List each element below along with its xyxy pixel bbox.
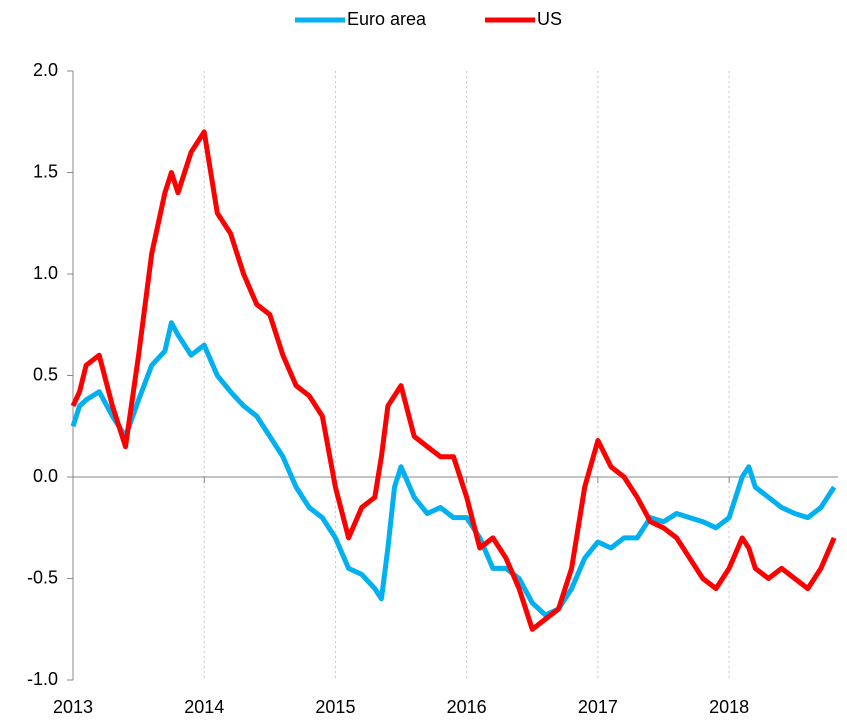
series-line	[70, 129, 837, 632]
y-tick-label: 0.0	[33, 466, 58, 486]
x-tick-label: 2018	[709, 697, 749, 717]
y-tick-label: 1.5	[33, 161, 58, 181]
legend-label: Euro area	[347, 9, 427, 29]
legend-label: US	[537, 9, 562, 29]
x-tick-label: 2013	[53, 697, 93, 717]
y-tick-label: 0.5	[33, 364, 58, 384]
y-tick-label: 1.0	[33, 263, 58, 283]
x-tick-label: 2014	[184, 697, 224, 717]
x-tick-label: 2015	[315, 697, 355, 717]
y-tick-label: -0.5	[27, 567, 58, 587]
series-line	[70, 320, 837, 618]
x-tick-label: 2016	[447, 697, 487, 717]
y-tick-label: -1.0	[27, 669, 58, 689]
x-tick-label: 2017	[578, 697, 618, 717]
y-tick-label: 2.0	[33, 60, 58, 80]
